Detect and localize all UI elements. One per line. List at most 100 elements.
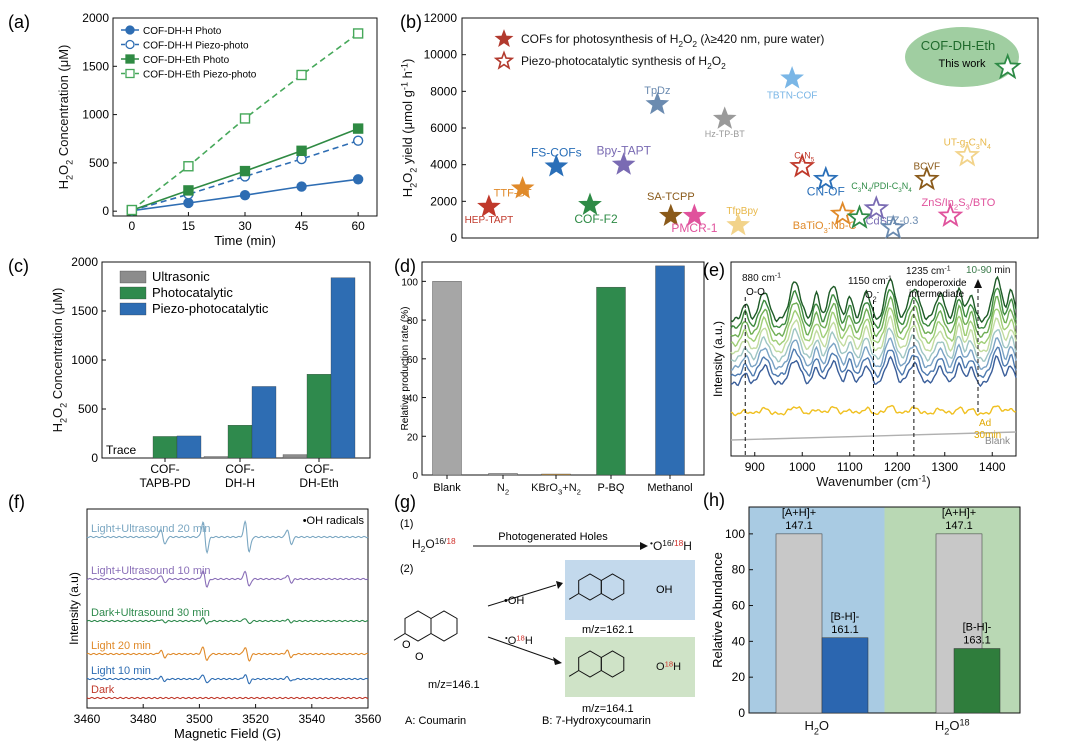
x-axis-title-part: -1 <box>918 474 926 484</box>
step-label: (2) <box>400 563 413 575</box>
y-axis-title: H2O2 Concentration (μM) <box>56 45 74 190</box>
bar-label: [A+H]+ <box>942 507 976 519</box>
legend-label-part: 2 <box>678 39 683 49</box>
x-tick-label: 15 <box>182 219 196 233</box>
bar <box>821 637 869 714</box>
group-label-part: H <box>935 718 944 733</box>
y-tick-label: 80 <box>732 563 746 577</box>
y-tick-label: 0 <box>91 451 98 465</box>
x-tick-label: COF- <box>225 462 254 476</box>
x-axis-title: Time (min) <box>214 233 276 248</box>
y-axis-title-part: H <box>400 188 415 197</box>
x-tick-label: DH-Eth <box>299 476 338 490</box>
point-label-part: N <box>980 138 987 149</box>
epr-trace <box>86 617 369 625</box>
point-label-part: ZnS/In <box>922 197 954 209</box>
point-label: ZnS/In2S3/BTO <box>922 197 996 212</box>
x-tick-label: P-BQ <box>598 482 625 494</box>
x-axis-title-part: Wavenumber (cm <box>816 474 918 489</box>
legend-marker <box>125 68 135 79</box>
data-point-star <box>829 200 856 226</box>
data-point-star <box>712 106 737 129</box>
reaction-arrow-head <box>640 542 648 550</box>
atom-label: O <box>402 639 411 651</box>
bar <box>176 435 202 459</box>
data-point-star <box>780 66 804 89</box>
x-tick-label: 1400 <box>979 460 1006 474</box>
x-tick-label: 3560 <box>355 712 382 726</box>
data-point <box>296 69 307 81</box>
mz-label: m/z=162.1 <box>582 624 634 636</box>
highlight-ellipse <box>905 27 1019 87</box>
point-label: FS-COFs <box>531 146 582 160</box>
y-tick-label: 60 <box>407 355 419 366</box>
group-label-part: 2 <box>814 726 819 736</box>
point-label-part: 3 <box>898 187 902 194</box>
x-tick-label: 3520 <box>242 712 269 726</box>
group-label-part: O <box>949 718 959 733</box>
y-axis-title-part: ) <box>400 59 415 63</box>
group-label: H2O <box>804 718 829 736</box>
o18h-label-part: H <box>673 661 681 673</box>
y-tick-label: 2000 <box>71 255 98 269</box>
reaction-arrow-head <box>553 657 562 665</box>
legend-label-part: O <box>712 54 721 68</box>
legend-swatch <box>119 302 147 316</box>
legend-label-part: 2 <box>692 39 697 49</box>
coumarin-a-carbonyl <box>393 633 406 641</box>
data-point-star <box>645 91 670 115</box>
y-tick-label: 0 <box>412 471 418 482</box>
data-point-star <box>510 176 535 199</box>
coumarin-b2-ring <box>600 650 625 678</box>
annotation: 1150 cm-1 <box>848 276 892 287</box>
annotation-part: 2 <box>873 296 877 303</box>
y-axis-title-part: 2 <box>58 403 68 408</box>
data-point-star <box>954 141 981 167</box>
x-tick-label: DH-H <box>225 476 255 490</box>
data-point-star <box>863 195 890 220</box>
point-label-part: N <box>902 181 909 191</box>
legend-label: COF-DH-Eth Piezo-photo <box>143 70 257 81</box>
data-point <box>352 174 364 185</box>
bar <box>251 386 277 459</box>
y-tick-label: 100 <box>401 277 418 288</box>
data-point-star <box>937 202 964 227</box>
y-axis-title-part: O <box>50 408 65 418</box>
point-label: BaTiO3:Nb-C <box>793 220 857 235</box>
oh-radical-label: •OH <box>504 595 524 607</box>
o18h-radical-label-part: H <box>525 635 533 647</box>
y-axis-title: H2O2 Concentration (μM) <box>50 288 68 433</box>
y-axis-title-part: H <box>56 180 71 189</box>
point-label-part: /BTO <box>970 197 996 209</box>
data-point-star <box>682 203 707 227</box>
point-label-part: C <box>851 181 858 191</box>
bar <box>432 281 462 476</box>
trace-label: Light+Ultrasound 10 min <box>91 565 211 577</box>
point-label-part: UT-g-C <box>944 138 976 149</box>
data-point-star <box>993 52 1022 80</box>
spectrum-line <box>730 314 1017 355</box>
x-tick-label-part: +N <box>562 482 576 494</box>
time-arrow-head <box>974 279 982 288</box>
point-label: C3N5 <box>794 151 815 164</box>
x-tick-label: Blank <box>433 482 461 494</box>
o18h-radical-label: •O18H <box>505 633 533 647</box>
y-axis-title-part: 2 <box>58 418 68 423</box>
reaction-arrow <box>487 636 557 662</box>
legend-swatch <box>119 286 147 300</box>
panel-label: (b) <box>400 12 422 32</box>
panel-label: (c) <box>8 256 29 276</box>
panel-label: (e) <box>703 260 725 280</box>
y-tick-label: 10000 <box>424 48 458 62</box>
o18h-label-part: 18 <box>665 659 674 668</box>
data-point-star <box>544 154 569 177</box>
annotation: Blank <box>985 436 1011 447</box>
point-label: SA-TCPP <box>647 191 695 203</box>
x-tick-label: 3480 <box>130 712 157 726</box>
annotation: •OH radicals <box>303 515 365 527</box>
point-label: Bpy-TAPT <box>596 144 651 158</box>
point-label-part: 3 <box>824 226 828 235</box>
point-label: UT-g-C3N4 <box>944 138 991 151</box>
